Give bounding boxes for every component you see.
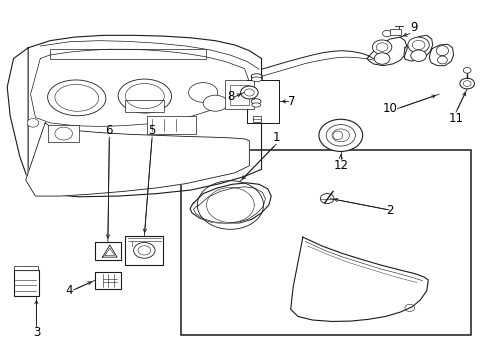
Text: 4: 4 bbox=[66, 284, 73, 297]
Bar bbox=[125, 100, 164, 112]
Text: 7: 7 bbox=[287, 95, 295, 108]
Text: 2: 2 bbox=[385, 203, 392, 216]
Text: 10: 10 bbox=[382, 102, 397, 115]
Bar bbox=[246, 80, 278, 123]
Text: 9: 9 bbox=[409, 21, 416, 33]
Circle shape bbox=[55, 127, 72, 140]
Polygon shape bbox=[290, 237, 427, 321]
Circle shape bbox=[325, 125, 355, 146]
Polygon shape bbox=[366, 37, 407, 66]
Polygon shape bbox=[102, 245, 117, 257]
Text: 3: 3 bbox=[33, 326, 40, 339]
Circle shape bbox=[410, 50, 426, 62]
Bar bbox=[224, 80, 254, 109]
Circle shape bbox=[318, 119, 362, 152]
Bar bbox=[47, 125, 79, 143]
Ellipse shape bbox=[435, 46, 447, 56]
Polygon shape bbox=[190, 183, 271, 224]
Ellipse shape bbox=[251, 99, 261, 104]
Ellipse shape bbox=[251, 77, 262, 82]
Ellipse shape bbox=[203, 95, 227, 111]
Circle shape bbox=[240, 86, 258, 99]
Bar bbox=[181, 150, 469, 336]
Polygon shape bbox=[7, 48, 28, 180]
Circle shape bbox=[372, 40, 391, 54]
Text: 8: 8 bbox=[227, 90, 234, 103]
Text: 6: 6 bbox=[105, 124, 113, 137]
Bar bbox=[147, 116, 196, 134]
Ellipse shape bbox=[251, 103, 260, 107]
Bar bbox=[50, 49, 205, 59]
Circle shape bbox=[407, 37, 428, 53]
Ellipse shape bbox=[251, 74, 262, 79]
Bar bbox=[125, 236, 163, 265]
Circle shape bbox=[133, 243, 155, 258]
Ellipse shape bbox=[47, 80, 106, 116]
Ellipse shape bbox=[188, 83, 217, 102]
Bar bbox=[14, 266, 38, 270]
Bar bbox=[14, 270, 39, 296]
Text: 5: 5 bbox=[148, 124, 156, 137]
Polygon shape bbox=[28, 35, 261, 197]
Circle shape bbox=[459, 78, 473, 89]
Polygon shape bbox=[26, 123, 249, 196]
Bar bbox=[95, 242, 121, 260]
Polygon shape bbox=[403, 35, 432, 61]
Bar bbox=[95, 272, 121, 289]
Bar bbox=[229, 85, 249, 105]
Text: 11: 11 bbox=[447, 112, 463, 125]
Text: 1: 1 bbox=[272, 131, 279, 144]
Circle shape bbox=[462, 81, 470, 86]
Text: 12: 12 bbox=[333, 158, 347, 172]
Ellipse shape bbox=[437, 56, 447, 64]
Polygon shape bbox=[428, 44, 453, 66]
Circle shape bbox=[373, 53, 389, 64]
Bar bbox=[252, 116, 260, 122]
Circle shape bbox=[382, 30, 390, 37]
Bar bbox=[389, 29, 400, 35]
Circle shape bbox=[320, 194, 333, 203]
Circle shape bbox=[27, 118, 39, 127]
Polygon shape bbox=[193, 187, 265, 223]
Circle shape bbox=[462, 67, 470, 73]
Ellipse shape bbox=[118, 79, 171, 113]
